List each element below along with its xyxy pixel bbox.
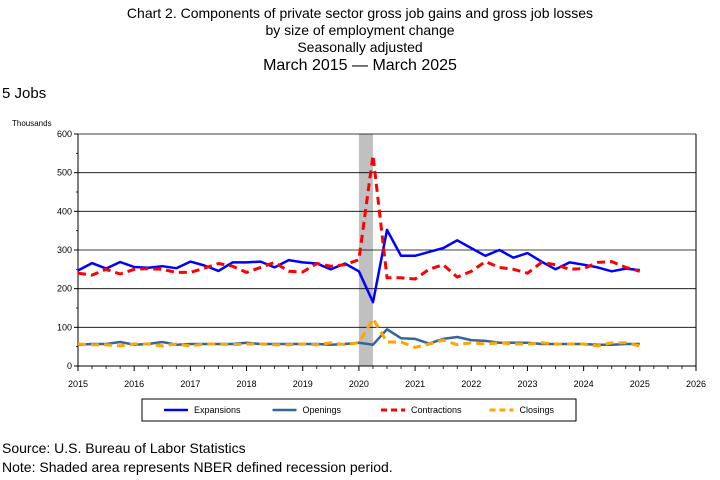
grid-layer: [78, 133, 696, 367]
seasonal-note: Seasonally adjusted: [297, 39, 423, 55]
legend-label-closings: Closings: [520, 405, 555, 415]
x-tick-label-2022: 2022: [461, 379, 481, 389]
legend-label-expansions: Expansions: [194, 405, 241, 415]
x-tick-label-2016: 2016: [124, 379, 144, 389]
date-range: March 2015 — March 2025: [263, 57, 457, 74]
x-tick-label-2023: 2023: [517, 379, 537, 389]
subset-label: 5 Jobs: [2, 85, 47, 102]
chart-title-block: Chart 2. Components of private sector gr…: [0, 5, 720, 75]
y-tick-label-200: 200: [57, 284, 72, 294]
y-tick-label-500: 500: [57, 168, 72, 178]
line-chart: 0 100 200 300 400 500 600 2015 2016 2017 2018 2019 2…: [12, 119, 706, 422]
legend-label-contractions: Contractions: [411, 405, 462, 415]
source-note: Source: U.S. Bureau of Labor Statistics: [2, 440, 246, 456]
x-tick-label-2020: 2020: [349, 379, 369, 389]
legend-box: [141, 398, 577, 422]
x-tick-label-2025: 2025: [630, 379, 650, 389]
axis-layer: 0 100 200 300 400 500 600 2015 2016 2017 2018 2019 2…: [12, 119, 706, 389]
series-layer: [77, 153, 641, 349]
x-tick-label-2017: 2017: [180, 379, 200, 389]
series-line-openings: [77, 328, 640, 346]
chart-subtitle: by size of employment change: [265, 22, 455, 38]
x-tick-label-2026: 2026: [686, 379, 706, 389]
y-tick-label-0: 0: [67, 361, 72, 371]
y-tick-label-400: 400: [57, 206, 72, 216]
x-tick-label-2015: 2015: [68, 379, 88, 389]
y-axis-unit-label: Thousands: [12, 119, 52, 128]
chart-title: Chart 2. Components of private sector gr…: [126, 5, 594, 21]
x-tick-label-2024: 2024: [574, 379, 594, 389]
series-line-closings: [77, 317, 641, 349]
y-tick-label-300: 300: [57, 245, 72, 255]
recession-note: Note: Shaded area represents NBER define…: [2, 459, 393, 475]
y-tick-label-100: 100: [57, 322, 72, 332]
chart-legend: Expansions Openings Contractions Closings: [141, 398, 577, 422]
series-line-contractions: [77, 153, 641, 281]
series-line-expansions: [77, 228, 640, 304]
x-tick-label-2018: 2018: [237, 379, 257, 389]
legend-label-openings: Openings: [303, 405, 342, 415]
y-tick-label-600: 600: [57, 129, 72, 139]
x-tick-label-2019: 2019: [293, 379, 313, 389]
x-tick-label-2021: 2021: [405, 379, 425, 389]
